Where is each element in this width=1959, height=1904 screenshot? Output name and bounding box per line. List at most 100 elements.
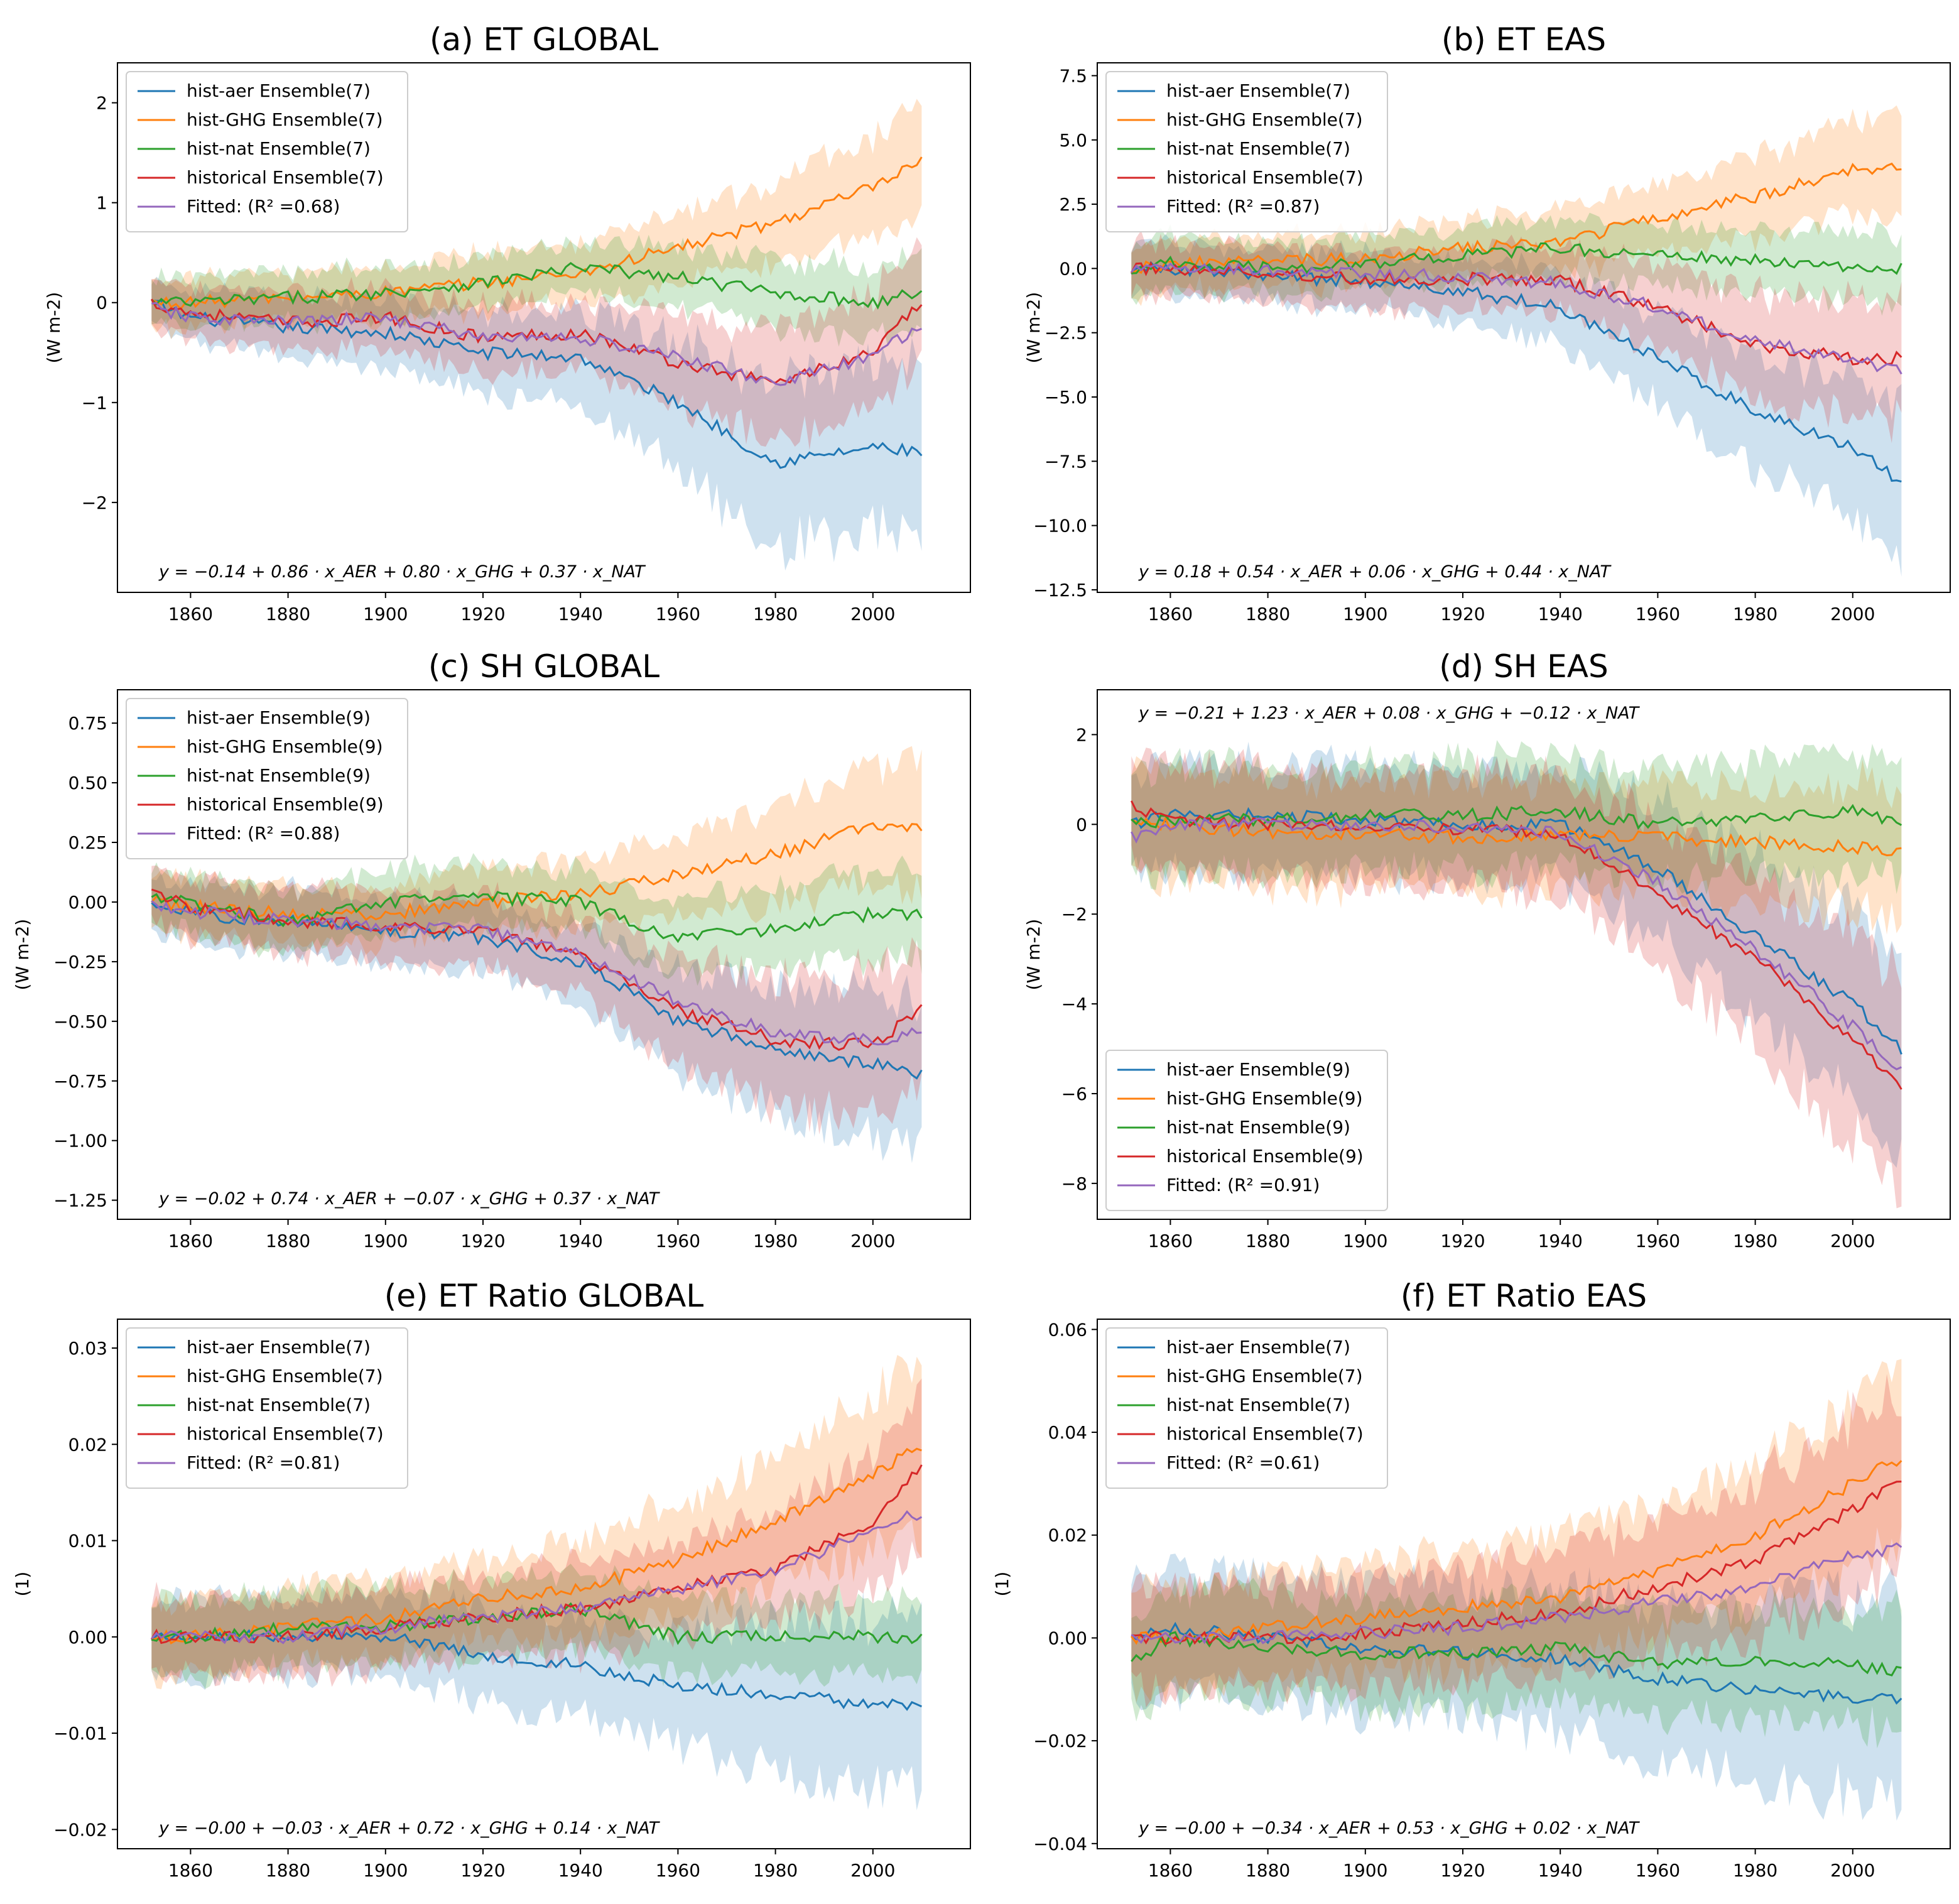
- line-hist-aer: [1131, 807, 1902, 1055]
- panel-d: 1860 1880 1900 1920 1940 1960 1980 2000 2 0 −2 −4 −6…: [1023, 648, 1951, 1251]
- y-tick-label: −1.00: [53, 1131, 107, 1151]
- y-tick-label: 1: [96, 193, 107, 214]
- x-tick-label: 1920: [1440, 1860, 1485, 1881]
- regression-equation: y = −0.14 + 0.86 · x_AER + 0.80 · x_GHG …: [158, 562, 646, 582]
- y-tick-label: 0.75: [68, 713, 107, 734]
- x-tick-label: 1880: [1245, 1231, 1290, 1251]
- plot-area: [151, 1355, 923, 1810]
- y-tick-label: 2: [96, 93, 107, 114]
- axes-frame: [117, 1319, 971, 1849]
- line-hist-nat: [151, 262, 923, 310]
- line-hist-GHG: [1131, 1460, 1902, 1645]
- band-historical: [151, 865, 922, 1134]
- x-tick-label: 1860: [1148, 604, 1193, 624]
- legend-entry: hist-GHG Ensemble(7): [1166, 1366, 1363, 1386]
- panel-b: 1860 1880 1900 1920 1940 1960 1980 2000 7.5 5.0 2.…: [1023, 21, 1951, 624]
- legend-entry: historical Ensemble(7): [187, 1423, 384, 1444]
- legend-entry: hist-nat Ensemble(9): [1166, 1117, 1350, 1138]
- chart-title: (a) ET GLOBAL: [430, 21, 658, 58]
- y-axis-label: (1): [992, 1572, 1012, 1597]
- legend-box: [126, 71, 408, 232]
- x-tick-label: 1900: [1343, 1231, 1387, 1251]
- legend-entry: Fitted: (R² =0.68): [187, 196, 340, 217]
- y-tick-label: −0.50: [53, 1011, 107, 1032]
- legend-entry: hist-aer Ensemble(9): [1166, 1059, 1350, 1080]
- y-tick-label: 0.04: [1048, 1422, 1087, 1443]
- line-Fitted: [151, 1510, 923, 1645]
- x-tick-label: 1940: [558, 1860, 603, 1881]
- plot-area: [151, 746, 923, 1163]
- x-tick-label: 1980: [1733, 604, 1777, 624]
- y-tick-label: −1: [82, 393, 107, 413]
- y-tick-label: −2.5: [1045, 323, 1087, 344]
- band-hist-GHG: [151, 746, 922, 957]
- legend-box: [126, 698, 408, 859]
- x-tick-label: 1960: [656, 604, 700, 624]
- line-hist-aer: [151, 1629, 923, 1711]
- legend-entry: historical Ensemble(7): [1166, 167, 1364, 188]
- band-hist-nat: [151, 1564, 922, 1689]
- panel-f: 1860 1880 1900 1920 1940 1960 1980 2000 0.06 0.04…: [992, 1278, 1951, 1881]
- y-tick-label: 2.5: [1059, 194, 1087, 215]
- line-historical: [1130, 800, 1902, 1090]
- regression-equation: y = −0.21 + 1.23 · x_AER + 0.08 · x_GHG …: [1138, 704, 1641, 723]
- legend-entry: hist-aer Ensemble(7): [1166, 1337, 1350, 1357]
- legend-entry: Fitted: (R² =0.81): [187, 1452, 340, 1473]
- line-hist-nat: [1131, 1631, 1902, 1677]
- line-Fitted: [1131, 262, 1902, 375]
- y-tick-label: 0.00: [68, 892, 107, 913]
- band-hist-aer: [151, 873, 922, 1163]
- x-tick-label: 2000: [1830, 1231, 1875, 1251]
- x-tick-label: 1980: [1733, 1860, 1777, 1881]
- line-hist-nat: [1131, 803, 1902, 830]
- x-tick-label: 1900: [363, 1860, 408, 1881]
- line-historical: [151, 888, 923, 1051]
- band-historical: [1131, 748, 1902, 1209]
- legend-entry: hist-aer Ensemble(7): [1166, 80, 1350, 101]
- plot-area: [1130, 105, 1902, 577]
- x-tick-label: 1900: [1343, 604, 1387, 624]
- legend-entry: hist-GHG Ensemble(7): [1166, 109, 1363, 130]
- legend-entry: hist-aer Ensemble(7): [187, 80, 371, 101]
- x-tick-label: 2000: [1830, 604, 1875, 624]
- band-historical: [1131, 230, 1902, 443]
- x-tick-label: 1860: [168, 604, 213, 624]
- y-axis-label: (W m-2): [12, 919, 33, 991]
- x-tick-label: 1900: [1343, 1860, 1387, 1881]
- legend-entry: hist-nat Ensemble(7): [1166, 1395, 1350, 1415]
- x-tick-label: 1980: [753, 604, 798, 624]
- legend-entry: historical Ensemble(9): [187, 794, 384, 815]
- y-tick-label: −12.5: [1033, 580, 1087, 601]
- chart-title: (c) SH GLOBAL: [428, 648, 659, 685]
- y-tick-label: −0.75: [53, 1071, 107, 1092]
- line-hist-GHG: [1131, 162, 1902, 275]
- line-Fitted: [1130, 817, 1902, 1070]
- y-tick-label: 0.0: [1059, 258, 1087, 279]
- legend-entry: hist-GHG Ensemble(9): [187, 736, 383, 757]
- y-tick-label: 0.50: [68, 773, 107, 793]
- band-hist-GHG: [151, 1355, 922, 1690]
- legend-entry: hist-nat Ensemble(7): [187, 138, 371, 159]
- x-tick-label: 1900: [363, 604, 408, 624]
- plot-area: [1131, 1359, 1902, 1821]
- legend-entry: Fitted: (R² =0.87): [1166, 196, 1320, 217]
- legend-entry: hist-nat Ensemble(9): [187, 765, 371, 786]
- band-hist-nat: [1131, 740, 1902, 895]
- y-tick-label: −7.5: [1045, 451, 1087, 472]
- y-tick-label: 0: [1076, 814, 1087, 835]
- chart-title: (e) ET Ratio GLOBAL: [384, 1278, 704, 1314]
- x-tick-label: 1920: [460, 604, 505, 624]
- y-tick-label: −0.25: [53, 952, 107, 972]
- y-axis-label: (1): [12, 1572, 33, 1597]
- x-tick-label: 1960: [656, 1231, 700, 1251]
- x-tick-label: 1960: [656, 1860, 700, 1881]
- line-hist-GHG: [151, 156, 923, 311]
- y-tick-label: −4: [1061, 994, 1087, 1015]
- line-hist-nat: [151, 891, 923, 944]
- panel-e: 1860 1880 1900 1920 1940 1960 1980 2000 0.03 0.02…: [12, 1278, 971, 1881]
- y-tick-label: −0.02: [53, 1819, 107, 1840]
- x-tick-label: 1860: [1148, 1231, 1193, 1251]
- line-historical: [1130, 261, 1902, 366]
- line-Fitted: [151, 900, 922, 1046]
